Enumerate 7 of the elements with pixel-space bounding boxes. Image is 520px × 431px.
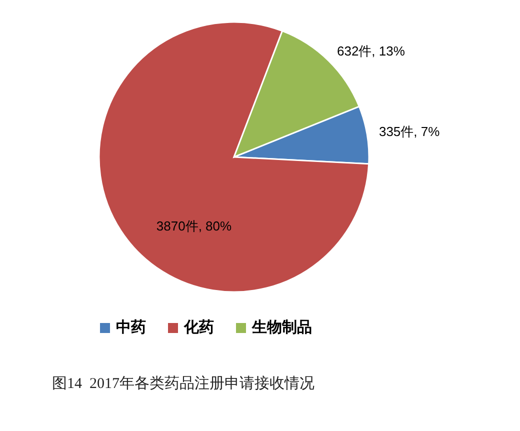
legend-label: 生物制品 [251,318,312,336]
data-label: 632件, 13% [337,44,406,59]
legend-label: 中药 [116,318,146,336]
legend-label: 化药 [183,318,214,336]
data-label: 335件, 7% [378,124,440,140]
caption: 图14 2017年各类药品注册申请接收情况 [52,375,314,392]
data-label: 3870件, 80% [156,218,232,234]
